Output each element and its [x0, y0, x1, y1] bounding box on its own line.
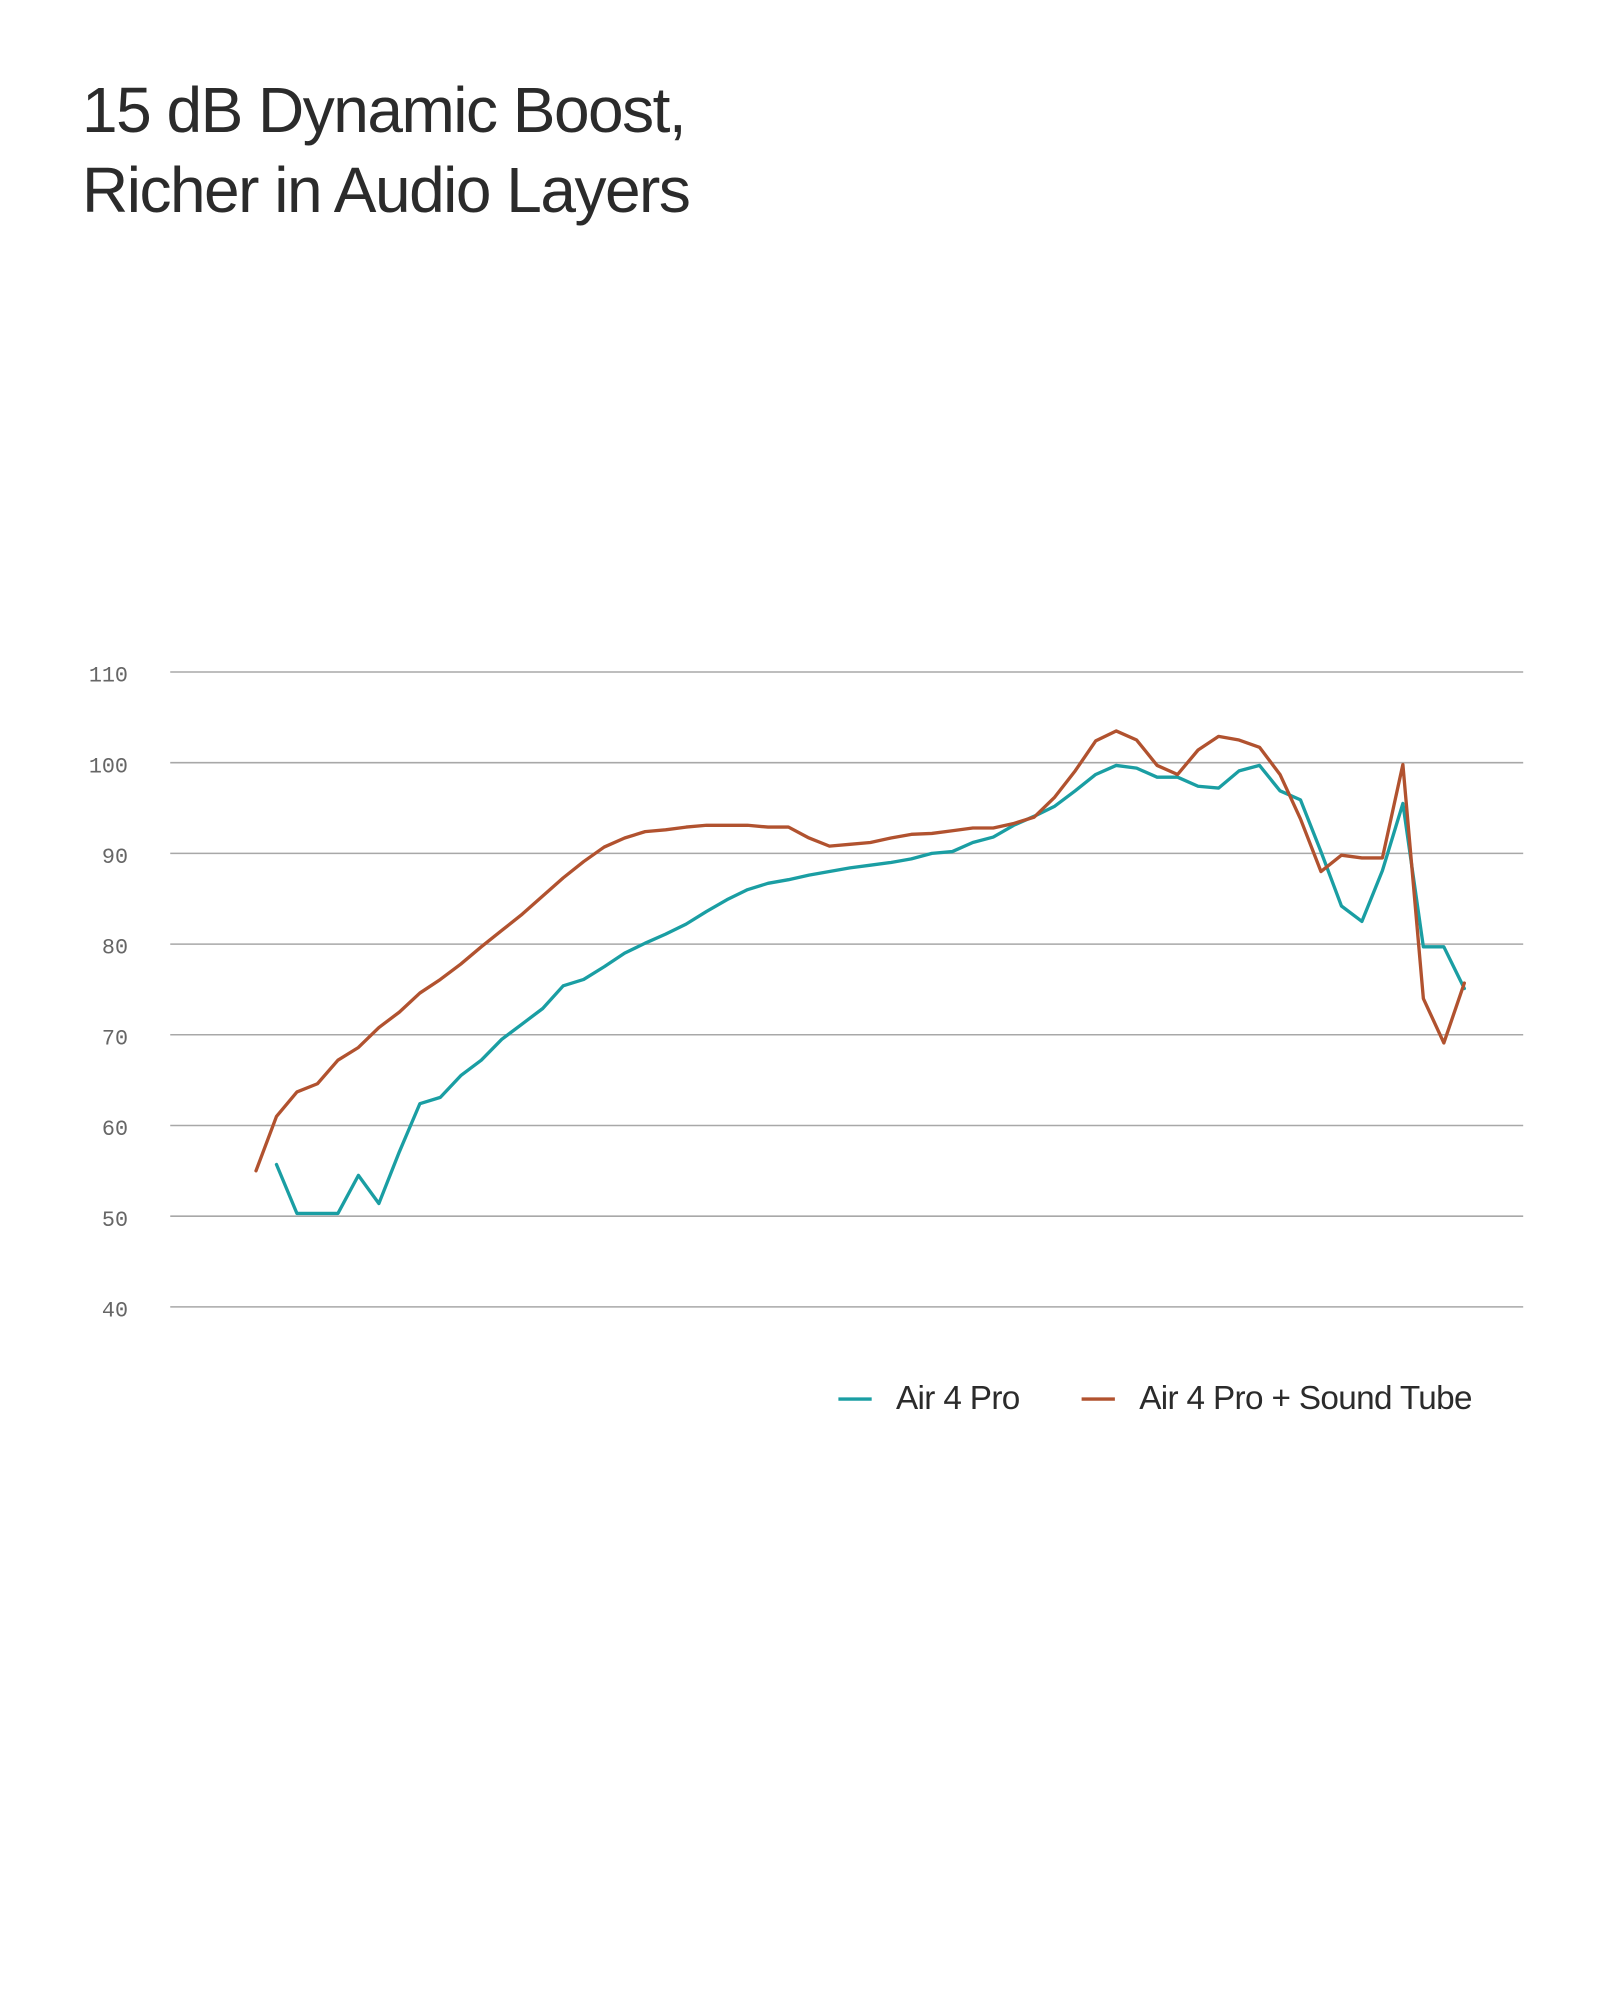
y-tick-label: 110 [89, 664, 128, 689]
chart-title: 15 dB Dynamic Boost, Richer in Audio Lay… [82, 74, 691, 226]
y-tick-label: 60 [102, 1117, 128, 1142]
line [274, 763, 1466, 1216]
y-tick-label: 40 [102, 1298, 128, 1323]
y-tick-label: 70 [102, 1026, 128, 1051]
y-tick-label: 100 [89, 754, 128, 779]
y-tick-label: 50 [102, 1208, 128, 1233]
y-tick-label: 80 [102, 936, 128, 961]
y-tick-label: 90 [102, 845, 128, 870]
legend-label: Air 4 Pro + Sound Tube [1139, 1380, 1472, 1417]
line [254, 729, 1466, 1173]
legend-label: Air 4 Pro [896, 1380, 1020, 1417]
